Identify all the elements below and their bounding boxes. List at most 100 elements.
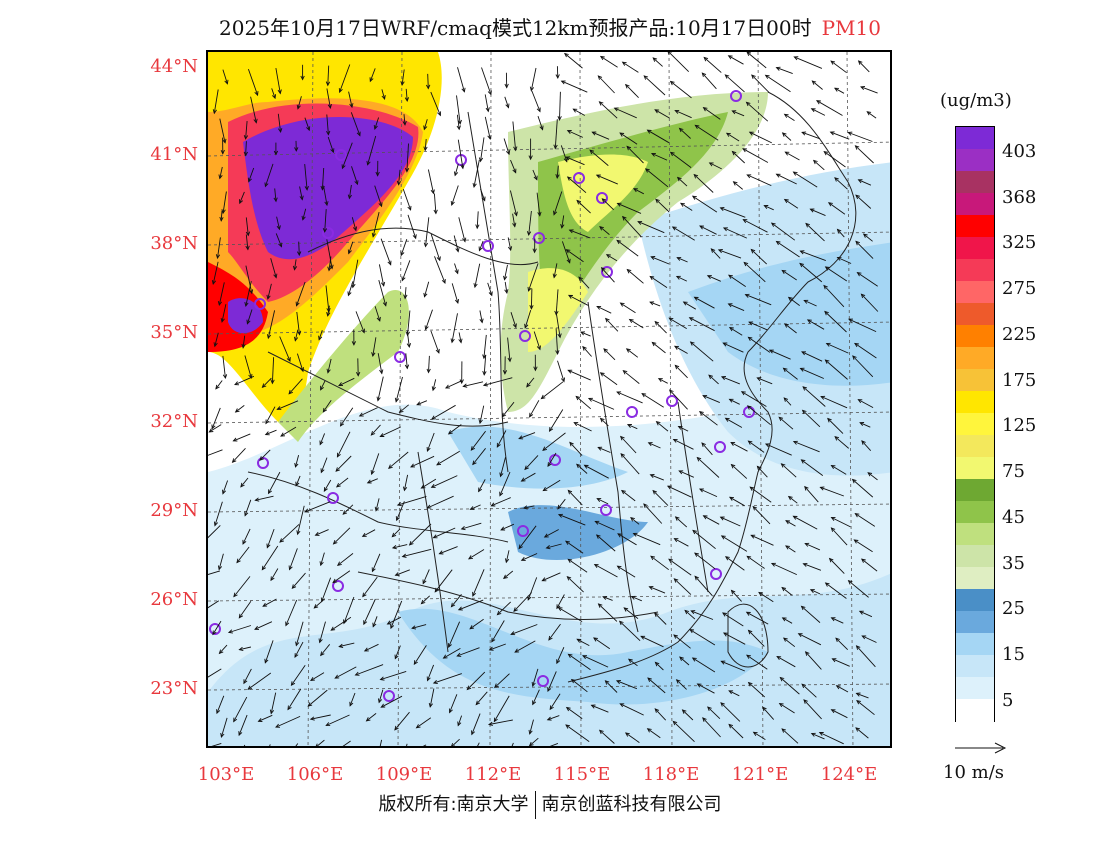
- wind-arrow-head: [556, 659, 561, 665]
- wind-arrow: [699, 225, 717, 235]
- wind-arrow: [758, 592, 774, 603]
- wind-arrow-head: [673, 345, 679, 350]
- wind-arrow-head: [292, 265, 298, 271]
- wind-arrow: [372, 337, 377, 357]
- wind-arrow-head: [401, 553, 407, 558]
- wind-arrow: [267, 283, 272, 300]
- wind-arrow-head: [626, 424, 632, 428]
- wind-arrow-head: [748, 321, 754, 326]
- wind-arrow: [395, 376, 403, 402]
- wind-arrow-head: [259, 456, 264, 461]
- wind-arrow: [370, 424, 381, 436]
- wind-arrow-head: [295, 641, 300, 647]
- wind-arrow: [214, 501, 223, 526]
- wind-arrow-head: [460, 525, 466, 531]
- wind-arrow-head: [654, 708, 660, 713]
- wind-arrow-head: [866, 111, 872, 116]
- wind-arrow-head: [279, 538, 285, 543]
- wind-arrow-head: [388, 464, 393, 469]
- wind-arrow: [333, 527, 351, 545]
- wind-arrow: [449, 694, 458, 713]
- wind-arrow-head: [402, 120, 407, 126]
- wind-arrow-head: [803, 299, 809, 304]
- wind-arrow-head: [536, 345, 541, 351]
- wind-arrow: [854, 343, 877, 359]
- wind-arrow: [834, 87, 845, 94]
- wind-arrow-head: [478, 246, 483, 252]
- wind-arrow-head: [672, 438, 678, 443]
- wind-arrow-head: [599, 55, 605, 61]
- wind-arrow: [208, 600, 220, 609]
- wind-arrow: [784, 199, 799, 209]
- wind-arrow-head: [587, 397, 593, 402]
- wind-arrow: [637, 221, 665, 234]
- wind-arrow: [710, 248, 721, 259]
- wind-arrow-head: [297, 330, 302, 336]
- wind-arrow-head: [269, 709, 275, 715]
- wind-arrow-head: [496, 442, 501, 448]
- wind-arrow: [568, 369, 591, 381]
- colorbar-label-5: 5: [1002, 690, 1014, 711]
- wind-arrow-head: [573, 422, 579, 427]
- wind-arrow-head: [396, 502, 402, 507]
- city-marker: [517, 525, 529, 537]
- wind-arrow: [629, 319, 644, 329]
- wind-arrow-head: [423, 292, 428, 298]
- wind-arrow: [218, 282, 225, 306]
- wind-arrow: [781, 587, 793, 596]
- wind-arrow: [397, 495, 427, 506]
- wind-arrow: [783, 367, 798, 380]
- wind-arrow-head: [673, 578, 679, 583]
- wind-arrow-head: [379, 369, 384, 375]
- wind-arrow: [428, 355, 430, 373]
- wind-arrow-head: [836, 228, 842, 234]
- wind-arrow-head: [654, 661, 660, 667]
- wind-arrow: [576, 638, 590, 646]
- wind-arrow: [352, 259, 359, 288]
- wind-arrow-head: [327, 103, 332, 110]
- wind-arrow: [510, 312, 517, 328]
- wind-arrow-head: [542, 486, 548, 492]
- wind-arrow: [860, 86, 878, 94]
- wind-arrow-head: [589, 149, 595, 155]
- wind-arrow-head: [576, 463, 581, 469]
- wind-arrow-head: [426, 676, 431, 682]
- wind-arrow: [558, 607, 583, 622]
- wind-arrow-head: [792, 171, 798, 176]
- wind-arrow: [855, 145, 874, 164]
- wind-arrow-head: [566, 176, 572, 181]
- wind-arrow: [476, 211, 479, 229]
- wind-arrow: [401, 260, 411, 281]
- wind-arrow-head: [647, 442, 653, 447]
- city-marker: [626, 406, 638, 418]
- wind-arrow-head: [668, 558, 673, 564]
- wind-arrow-head: [830, 709, 836, 714]
- wind-arrow-head: [415, 724, 421, 729]
- wind-arrow-head: [802, 386, 808, 391]
- wind-arrow: [762, 707, 775, 720]
- wind-arrow-head: [566, 575, 572, 581]
- wind-arrow: [668, 52, 690, 73]
- wind-arrow: [589, 149, 609, 166]
- wind-arrow-head: [216, 709, 221, 715]
- wind-arrow: [320, 552, 325, 566]
- wind-arrow-head: [482, 370, 487, 376]
- wind-arrow-head: [213, 521, 219, 527]
- wind-arrow: [323, 185, 328, 206]
- wind-arrow-head: [220, 732, 225, 738]
- wind-arrow: [378, 264, 385, 286]
- wind-arrow: [580, 331, 591, 337]
- wind-arrow-head: [568, 229, 574, 234]
- wind-arrow-head: [854, 342, 859, 348]
- colorbar-segment: [956, 149, 994, 172]
- wind-arrow-head: [582, 655, 587, 660]
- wind-arrow-head: [431, 386, 436, 392]
- wind-arrow: [567, 176, 587, 194]
- wind-arrow-head: [861, 635, 867, 640]
- wind-arrow: [776, 656, 796, 668]
- wind-arrow: [781, 463, 797, 478]
- wind-arrow: [729, 398, 740, 405]
- wind-arrow-head: [285, 621, 290, 627]
- wind-arrow-head: [370, 470, 375, 476]
- wind-arrow: [405, 88, 408, 102]
